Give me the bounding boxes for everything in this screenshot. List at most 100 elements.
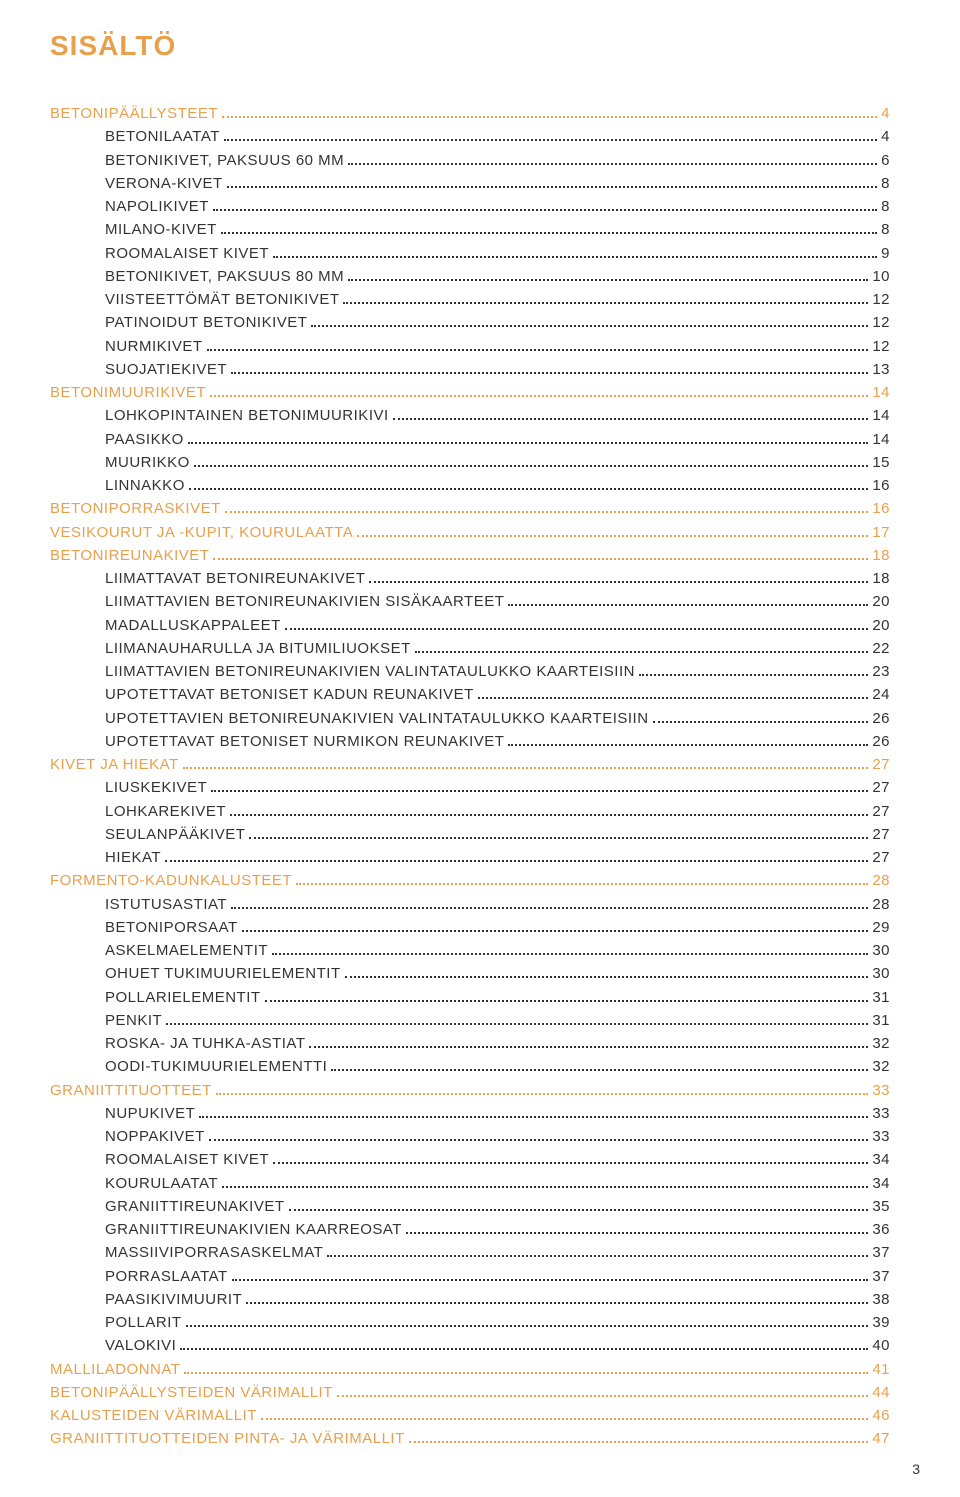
toc-leader-dots (348, 279, 868, 281)
toc-page-number: 4 (881, 125, 890, 148)
toc-row: FORMENTO-KADUNKALUSTEET28 (50, 869, 890, 892)
toc-row: VESIKOURUT JA -KUPIT, KOURULAATTA17 (50, 521, 890, 544)
toc-row: LIUSKEKIVET27 (50, 776, 890, 799)
toc-row: BETONIKIVET, PAKSUUS 80 MM10 (50, 265, 890, 288)
toc-label: PAASIKKO (105, 428, 184, 451)
toc-leader-dots (216, 1093, 868, 1095)
toc-label: LIIMATTAVIEN BETONIREUNAKIVIEN VALINTATA… (105, 660, 635, 683)
toc-label: LIIMATTAVIEN BETONIREUNAKIVIEN SISÄKAART… (105, 590, 504, 613)
toc-row: NURMIKIVET12 (50, 335, 890, 358)
toc-page-number: 8 (881, 195, 890, 218)
page-title: SISÄLTÖ (50, 30, 890, 62)
toc-row: MILANO-KIVET8 (50, 218, 890, 241)
toc-leader-dots (246, 1302, 868, 1304)
toc-page-number: 26 (872, 707, 890, 730)
toc-leader-dots (265, 1000, 869, 1002)
toc-row: UPOTETTAVAT BETONISET NURMIKON REUNAKIVE… (50, 730, 890, 753)
toc-page-number: 17 (872, 521, 890, 544)
toc-label: POLLARIT (105, 1311, 182, 1334)
toc-label: FORMENTO-KADUNKALUSTEET (50, 869, 292, 892)
toc-page-number: 16 (872, 474, 890, 497)
toc-row: BETONIPÄÄLLYSTEIDEN VÄRIMALLIT44 (50, 1381, 890, 1404)
toc-leader-dots (207, 349, 869, 351)
toc-page-number: 27 (872, 800, 890, 823)
toc-row: MASSIIVIPORRASASKELMAT37 (50, 1241, 890, 1264)
toc-row: ROSKA- JA TUHKA-ASTIAT32 (50, 1032, 890, 1055)
toc-row: ROOMALAISET KIVET9 (50, 242, 890, 265)
toc-leader-dots (273, 1162, 868, 1164)
toc-page-number: 15 (872, 451, 890, 474)
toc-label: PENKIT (105, 1009, 162, 1032)
toc-label: KOURULAATAT (105, 1172, 218, 1195)
toc-leader-dots (166, 1023, 868, 1025)
toc-row: GRANIITTIREUNAKIVIEN KAARREOSAT36 (50, 1218, 890, 1241)
toc-leader-dots (199, 1116, 868, 1118)
toc-page-number: 33 (872, 1079, 890, 1102)
toc-label: MASSIIVIPORRASASKELMAT (105, 1241, 323, 1264)
toc-leader-dots (231, 907, 868, 909)
toc-label: LINNAKKO (105, 474, 185, 497)
toc-label: LIUSKEKIVET (105, 776, 207, 799)
toc-row: POLLARIT39 (50, 1311, 890, 1334)
toc-leader-dots (224, 139, 877, 141)
toc-label: UPOTETTAVIEN BETONIREUNAKIVIEN VALINTATA… (105, 707, 649, 730)
toc-label: NAPOLIKIVET (105, 195, 209, 218)
toc-row: LIIMATTAVIEN BETONIREUNAKIVIEN VALINTATA… (50, 660, 890, 683)
toc-leader-dots (653, 721, 869, 723)
toc-row: OHUET TUKIMUURIELEMENTIT30 (50, 962, 890, 985)
toc-page-number: 20 (872, 590, 890, 613)
toc-page-number: 31 (872, 1009, 890, 1032)
toc-row: UPOTETTAVAT BETONISET KADUN REUNAKIVET24 (50, 683, 890, 706)
toc-leader-dots (345, 976, 869, 978)
toc-leader-dots (189, 488, 868, 490)
toc-leader-dots (232, 1279, 869, 1281)
toc-page-number: 33 (872, 1102, 890, 1125)
toc-leader-dots (222, 116, 877, 118)
toc-page-number: 30 (872, 939, 890, 962)
toc-row: KALUSTEIDEN VÄRIMALLIT46 (50, 1404, 890, 1427)
toc-row: MALLILADONNAT41 (50, 1358, 890, 1381)
toc-page-number: 12 (872, 311, 890, 334)
toc-label: ISTUTUSASTIAT (105, 893, 227, 916)
toc-label: VALOKIVI (105, 1334, 176, 1357)
toc-page-number: 24 (872, 683, 890, 706)
toc-row: LIIMATTAVAT BETONIREUNAKIVET18 (50, 567, 890, 590)
toc-page-number: 12 (872, 335, 890, 358)
toc-label: LOHKAREKIVET (105, 800, 226, 823)
toc-row: POLLARIELEMENTIT31 (50, 986, 890, 1009)
toc-leader-dots (210, 395, 868, 397)
toc-leader-dots (639, 674, 868, 676)
toc-page-number: 18 (872, 567, 890, 590)
toc-row: BETONILAATAT4 (50, 125, 890, 148)
toc-leader-dots (508, 744, 868, 746)
toc-row: LIIMATTAVIEN BETONIREUNAKIVIEN SISÄKAART… (50, 590, 890, 613)
toc-leader-dots (209, 1139, 869, 1141)
toc-label: BETONIPORSAAT (105, 916, 238, 939)
toc-leader-dots (357, 535, 868, 537)
toc-row: NAPOLIKIVET 8 (50, 195, 890, 218)
toc-page-number: 20 (872, 614, 890, 637)
toc-page-number: 33 (872, 1125, 890, 1148)
toc-leader-dots (272, 953, 868, 955)
toc-leader-dots (249, 837, 868, 839)
toc-page-number: 34 (872, 1148, 890, 1171)
toc-row: SUOJATIEKIVET13 (50, 358, 890, 381)
toc-label: POLLARIELEMENTIT (105, 986, 261, 1009)
toc-label: ASKELMAELEMENTIT (105, 939, 268, 962)
toc-label: MILANO-KIVET (105, 218, 217, 241)
toc-page-number: 40 (872, 1334, 890, 1357)
toc-label: BETONIKIVET, PAKSUUS 80 MM (105, 265, 344, 288)
toc-page-number: 46 (872, 1404, 890, 1427)
toc-page-number: 29 (872, 916, 890, 939)
toc-page-number: 32 (872, 1055, 890, 1078)
toc-row: UPOTETTAVIEN BETONIREUNAKIVIEN VALINTATA… (50, 707, 890, 730)
toc-leader-dots (221, 232, 877, 234)
toc-label: ROOMALAISET KIVET (105, 1148, 269, 1171)
page-number: 3 (912, 1461, 920, 1477)
toc-leader-dots (225, 511, 869, 513)
toc-leader-dots (478, 697, 869, 699)
toc-label: BETONIKIVET, PAKSUUS 60 MM (105, 149, 344, 172)
toc-page-number: 44 (872, 1381, 890, 1404)
toc-label: GRANIITTITUOTTEET (50, 1079, 212, 1102)
toc-page-number: 37 (872, 1265, 890, 1288)
